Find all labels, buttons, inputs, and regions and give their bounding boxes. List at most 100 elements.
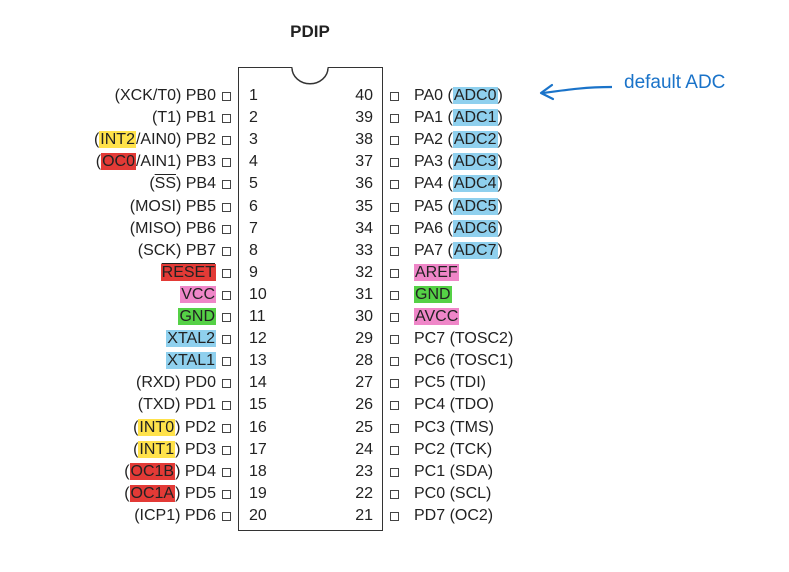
pin-pad-20 [222, 511, 231, 521]
pin-number-3: 3 [249, 131, 258, 149]
pin-label-10: VCC [0, 285, 216, 305]
arrow-curve [542, 85, 613, 95]
default-adc-annotation: default ADC [624, 72, 726, 93]
pin-label-33: PA7 (ADC7) [414, 241, 634, 261]
pin-label-25: PC3 (TMS) [414, 418, 634, 438]
pin-number-23: 23 [355, 462, 373, 480]
pin-number-16: 16 [249, 418, 267, 436]
pin-label-part: ADC6 [452, 219, 498, 237]
pin-number-34: 34 [355, 219, 373, 237]
pin-label-part: GND [414, 285, 452, 303]
pin-label-18: (OC1B) PD4 [0, 462, 216, 482]
pin-label-part: AREF [414, 263, 459, 281]
chip-body [238, 67, 383, 531]
pin-pad-5 [222, 180, 231, 190]
pin-label-24: PC2 (TCK) [414, 440, 634, 460]
pin-label-part: PC3 (TMS) [414, 418, 494, 436]
pin-label-part: PC0 (SCL) [414, 484, 492, 502]
pin-number-20: 20 [249, 506, 267, 524]
pin-pad-17 [222, 445, 231, 455]
pin-label-part: OC1A [129, 484, 176, 502]
pin-label-2: (T1) PB1 [0, 108, 216, 128]
pin-label-part: PA0 ( [414, 87, 453, 104]
pin-label-8: (SCK) PB7 [0, 241, 216, 261]
pin-pad-34 [390, 224, 399, 234]
pin-pad-32 [390, 268, 399, 278]
pin-label-part: ) [497, 219, 503, 237]
pin-label-3: (INT2/AIN0) PB2 [0, 130, 216, 150]
pin-number-13: 13 [249, 352, 267, 370]
pin-number-22: 22 [355, 484, 373, 502]
pin-label-part: ( [124, 484, 130, 502]
pin-label-28: PC6 (TOSC1) [414, 351, 634, 371]
pin-label-part: ) [497, 87, 503, 104]
pin-label-part: ) PD5 [175, 484, 216, 502]
pin-number-27: 27 [355, 374, 373, 392]
pin-number-28: 28 [355, 352, 373, 370]
pin-label-29: PC7 (TOSC2) [414, 329, 634, 349]
pin-number-9: 9 [249, 263, 258, 281]
pin-label-9: RESET [0, 263, 216, 283]
pin-label-part: ) [497, 109, 503, 127]
pin-number-11: 11 [249, 308, 266, 325]
pin-pad-22 [390, 489, 399, 499]
pin-pad-36 [390, 180, 399, 190]
pin-number-12: 12 [249, 330, 267, 348]
pin-number-33: 33 [355, 241, 373, 259]
pin-label-part: (SCK) PB7 [137, 241, 216, 259]
pin-number-19: 19 [249, 484, 267, 502]
pin-pad-11 [222, 313, 231, 322]
pin-number-32: 32 [355, 263, 373, 281]
pin-label-part: PA1 ( [414, 109, 453, 127]
package-title: PDIP [290, 22, 330, 41]
pin-number-15: 15 [249, 396, 267, 414]
pin-number-35: 35 [355, 197, 373, 215]
pin-label-part: PC6 (TOSC1) [414, 352, 514, 370]
pin-label-15: (TXD) PD1 [0, 395, 216, 415]
pin-label-part: ) PB4 [175, 175, 216, 193]
pin-label-27: PC5 (TDI) [414, 373, 634, 393]
pin-label-part: PC4 (TDO) [414, 396, 494, 414]
pin-number-26: 26 [355, 396, 373, 414]
pin-label-22: PC0 (SCL) [414, 484, 634, 504]
pin-label-part: /AIN0) PB2 [135, 131, 216, 149]
pin-pad-10 [222, 290, 231, 300]
pin-pad-4 [222, 158, 231, 168]
pin-pad-33 [390, 246, 399, 256]
pin-label-17: (INT1) PD3 [0, 440, 216, 460]
pin-label-1: (XCK/T0) PB0 [0, 86, 216, 106]
chip-notch-arc [291, 67, 329, 85]
pin-label-part: (TXD) PD1 [137, 396, 216, 414]
pin-label-part: ) [497, 197, 503, 215]
pin-label-part: ADC1 [452, 109, 498, 127]
pin-pad-26 [390, 401, 399, 411]
pin-label-part: ) [497, 153, 503, 171]
pin-number-2: 2 [249, 109, 258, 127]
pin-label-part: GND [178, 308, 216, 325]
pin-label-part: ) [497, 241, 503, 259]
pin-label-part: OC0 [101, 153, 136, 171]
pin-pad-12 [222, 335, 231, 345]
pin-number-24: 24 [355, 440, 373, 458]
pin-number-17: 17 [249, 440, 267, 458]
pin-pad-6 [222, 202, 231, 212]
pin-label-34: PA6 (ADC6) [414, 219, 634, 239]
pin-label-5: (SS) PB4 [0, 174, 216, 194]
pin-label-part: ADC3 [452, 153, 498, 171]
pin-number-29: 29 [355, 330, 373, 348]
pin-pad-15 [222, 401, 231, 411]
pin-pad-35 [390, 202, 399, 212]
pin-label-part: (ICP1) PD6 [134, 506, 216, 524]
pin-pad-8 [222, 246, 231, 256]
pin-label-part: ADC2 [452, 131, 498, 149]
pin-label-part: ADC5 [452, 197, 498, 215]
pin-label-part: AVCC [414, 308, 460, 325]
pin-number-1: 1 [249, 87, 258, 104]
pin-number-40: 40 [355, 87, 373, 104]
pin-label-14: (RXD) PD0 [0, 373, 216, 393]
pin-label-20: (ICP1) PD6 [0, 506, 216, 526]
pin-label-36: PA4 (ADC4) [414, 174, 634, 194]
pin-label-30: AVCC [414, 307, 634, 327]
pin-label-part: PA5 ( [414, 197, 453, 215]
